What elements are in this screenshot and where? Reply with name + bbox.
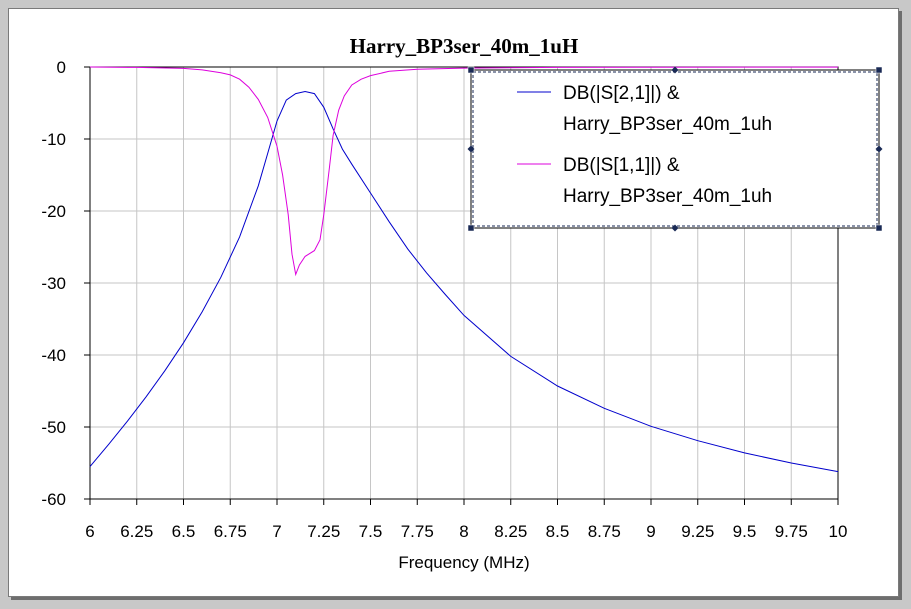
series-line-s21 [89, 90, 839, 473]
x-tick-label: 6.5 [172, 522, 196, 541]
chart-title: Harry_BP3ser_40m_1uH [350, 34, 579, 58]
x-tick-label: 6 [85, 522, 94, 541]
x-tick-label: 8.25 [494, 522, 527, 541]
x-tick-label: 10 [829, 522, 848, 541]
legend-resize-handle[interactable] [875, 66, 883, 74]
series-line-s11 [89, 66, 839, 277]
legend-resize-handle[interactable] [671, 66, 679, 74]
y-tick-label: -50 [41, 418, 66, 437]
legend-entry-label: Harry_BP3ser_40m_1uh [563, 114, 772, 135]
x-tick-label: 9 [646, 522, 655, 541]
y-tick-label: -60 [41, 490, 66, 509]
legend-resize-handle[interactable] [467, 145, 475, 153]
x-tick-label: 8 [459, 522, 468, 541]
legend-entry-label: Harry_BP3ser_40m_1uh [563, 186, 772, 207]
legend-resize-handle[interactable] [875, 145, 883, 153]
x-tick-label: 6.75 [214, 522, 247, 541]
x-tick-label: 8.75 [588, 522, 621, 541]
x-tick-label: 7.5 [359, 522, 383, 541]
x-tick-label: 7.75 [401, 522, 434, 541]
y-tick-label: 0 [57, 58, 66, 77]
y-tick-label: -10 [41, 130, 66, 149]
y-tick-label: -20 [41, 202, 66, 221]
x-tick-label: 9.75 [775, 522, 808, 541]
y-axis-ticks: 0 -10 -20 -30 -40 -50 -60 [41, 58, 90, 509]
legend-entry-label: DB(|S[1,1]|) & [563, 155, 680, 176]
legend-resize-handle[interactable] [467, 66, 475, 74]
legend-resize-handle[interactable] [875, 224, 883, 232]
x-tick-label: 9.25 [681, 522, 714, 541]
x-tick-label: 7.25 [307, 522, 340, 541]
legend[interactable]: DB(|S[2,1]|) & Harry_BP3ser_40m_1uh DB(|S[… [467, 66, 883, 232]
x-tick-label: 8.5 [546, 522, 570, 541]
legend-resize-handle[interactable] [671, 224, 679, 232]
series-lines [89, 66, 839, 473]
legend-entry-label: DB(|S[2,1]|) & [563, 83, 680, 104]
x-tick-label: 7 [272, 522, 281, 541]
x-axis-label: Frequency (MHz) [398, 553, 529, 572]
x-axis-ticks: 6 6.25 6.5 6.75 7 7.25 7.5 7.75 8 8.25 8.5 8.75 9 9.2… [85, 499, 847, 541]
x-tick-label: 9.5 [733, 522, 757, 541]
x-tick-label: 6.25 [120, 522, 153, 541]
legend-box[interactable] [470, 69, 880, 229]
legend-resize-handle[interactable] [467, 224, 475, 232]
y-tick-label: -30 [41, 274, 66, 293]
y-tick-label: -40 [41, 346, 66, 365]
